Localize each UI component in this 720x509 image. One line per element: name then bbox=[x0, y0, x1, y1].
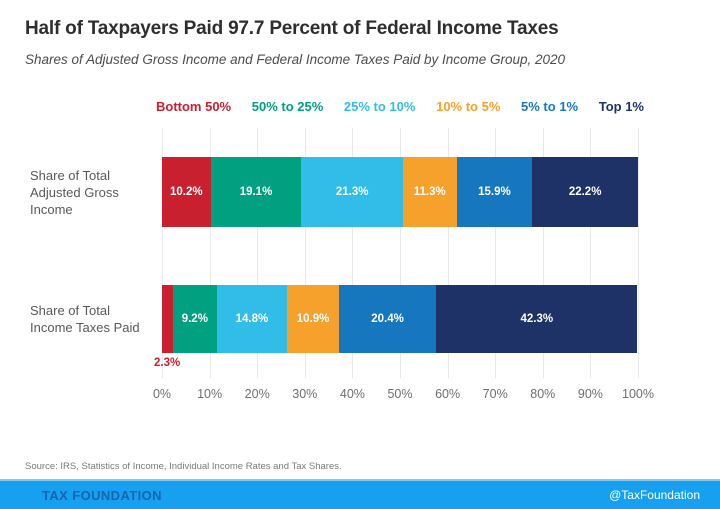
bar-segment: 21.3% bbox=[301, 157, 403, 227]
gridline bbox=[638, 128, 639, 378]
gridline bbox=[162, 128, 163, 378]
gridline bbox=[209, 128, 211, 378]
source-note: Source: IRS, Statistics of Income, Indiv… bbox=[25, 461, 342, 472]
gridline bbox=[590, 128, 592, 378]
x-tick-label: 90% bbox=[577, 387, 603, 401]
outside-value-label: 2.3% bbox=[154, 357, 181, 369]
bar-segment: 15.9% bbox=[456, 157, 533, 227]
plot-area: 10.2% 19.1% 21.3% 11.3% 15.9% 22.2% 2.3% 9.2% 14… bbox=[154, 128, 639, 378]
gridline bbox=[352, 128, 354, 378]
legend-item: 25% to 10% bbox=[343, 99, 416, 114]
chart-title: Half of Taxpayers Paid 97.7 Percent of F… bbox=[25, 18, 559, 39]
category-label-line: Income Taxes Paid bbox=[30, 320, 140, 335]
gridline bbox=[495, 128, 497, 378]
x-tick-label: 70% bbox=[482, 387, 508, 401]
x-axis-ticks: 0% 10% 20% 30% 40% 50% 60% 70% 80% 90% 100% bbox=[153, 387, 654, 403]
gridline bbox=[542, 128, 544, 378]
bar-segment: 9.2% bbox=[172, 285, 217, 353]
gridline bbox=[447, 128, 449, 378]
legend-item: Bottom 50% bbox=[156, 99, 232, 114]
bar-segment: 14.8% bbox=[216, 285, 288, 353]
x-tick-label: 0% bbox=[152, 387, 172, 401]
bar-segment: 42.3% bbox=[436, 285, 638, 353]
x-tick-label: 100% bbox=[622, 387, 654, 401]
bar-segment: 19.1% bbox=[210, 157, 302, 227]
category-label-line: Income bbox=[30, 202, 73, 217]
category-label: Share of Total Income Taxes Paid bbox=[30, 302, 155, 336]
category-label-line: Share of Total bbox=[30, 168, 110, 183]
x-tick-label: 80% bbox=[530, 387, 556, 401]
stacked-bar: 9.2% 14.8% 10.9% 20.4% 42.3% bbox=[162, 285, 638, 353]
x-tick-label: 20% bbox=[244, 387, 270, 401]
legend-item: 10% to 5% bbox=[436, 99, 501, 114]
gridline bbox=[304, 128, 306, 378]
twitter-handle: @TaxFoundation bbox=[609, 488, 700, 502]
stacked-bar: 10.2% 19.1% 21.3% 11.3% 15.9% 22.2% bbox=[162, 157, 638, 227]
bar-segment: 20.4% bbox=[339, 285, 437, 353]
bar-segment bbox=[162, 285, 173, 353]
x-tick-label: 10% bbox=[197, 387, 223, 401]
bar-segment: 10.9% bbox=[287, 285, 340, 353]
x-tick-label: 40% bbox=[339, 387, 365, 401]
category-label-line: Adjusted Gross bbox=[30, 185, 119, 200]
category-label: Share of Total Adjusted Gross Income bbox=[30, 167, 155, 218]
chart-subtitle: Shares of Adjusted Gross Income and Fede… bbox=[25, 52, 566, 67]
footer-bar: TAX FOUNDATION @TaxFoundation bbox=[0, 479, 720, 509]
gridline bbox=[257, 128, 259, 378]
x-tick-label: 30% bbox=[292, 387, 318, 401]
legend-item: Top 1% bbox=[598, 99, 644, 114]
bar-segment: 11.3% bbox=[402, 157, 457, 227]
gridline bbox=[400, 128, 401, 378]
x-tick-label: 50% bbox=[387, 387, 413, 401]
category-label-line: Share of Total bbox=[30, 303, 110, 318]
bar-segment: 10.2% bbox=[162, 157, 211, 227]
legend-item: 50% to 25% bbox=[251, 99, 324, 114]
chart-legend: Bottom 50% 50% to 25% 25% to 10% 10% to 5% 5… bbox=[156, 99, 644, 114]
legend-item: 5% to 1% bbox=[521, 99, 579, 114]
x-tick-label: 60% bbox=[435, 387, 461, 401]
bar-segment: 22.2% bbox=[532, 157, 638, 227]
brand-wordmark: TAX FOUNDATION bbox=[42, 487, 162, 503]
